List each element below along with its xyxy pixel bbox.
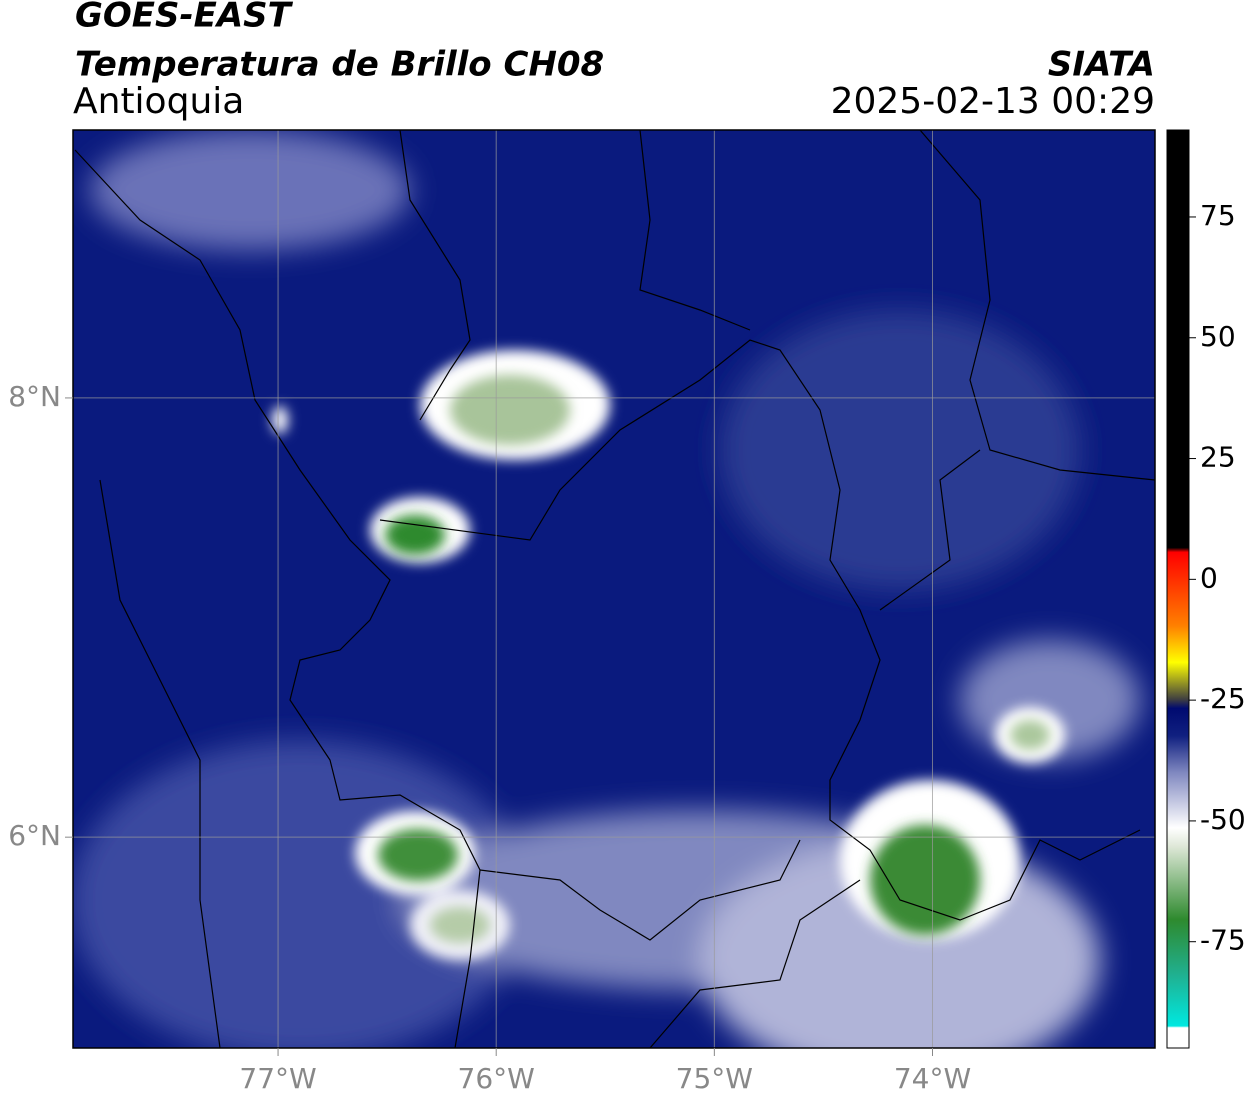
- region-title: Antioquia: [73, 81, 244, 122]
- colorbar-tick-label: 0: [1200, 561, 1218, 594]
- datetime: 2025-02-13 00:29: [831, 81, 1155, 122]
- x-tick-label: 75°W: [676, 1062, 753, 1095]
- grid: [73, 130, 1155, 1048]
- colorbar: [1166, 129, 1190, 1049]
- y-tick-label: 6°N: [8, 819, 61, 852]
- x-tick-label: 77°W: [239, 1062, 316, 1095]
- source-title: SIATA: [1048, 45, 1155, 85]
- colorbar-tick-label: -75: [1200, 924, 1246, 957]
- colorbar-tick-label: -50: [1200, 803, 1246, 836]
- x-tick-label: 76°W: [458, 1062, 535, 1095]
- colorbar-tick-label: 75: [1200, 199, 1236, 232]
- colorbar-tick-label: -25: [1200, 682, 1246, 715]
- satellite-title: GOES-EAST: [75, 0, 294, 36]
- product-title: Temperatura de Brillo CH08: [75, 45, 604, 85]
- map-image: [73, 130, 1155, 1048]
- y-tick-label: 8°N: [8, 380, 61, 413]
- colorbar-tick-label: 50: [1200, 320, 1236, 353]
- x-tick-label: 74°W: [894, 1062, 971, 1095]
- colorbar-tick-label: 25: [1200, 441, 1236, 474]
- map-frame: [72, 129, 1156, 1049]
